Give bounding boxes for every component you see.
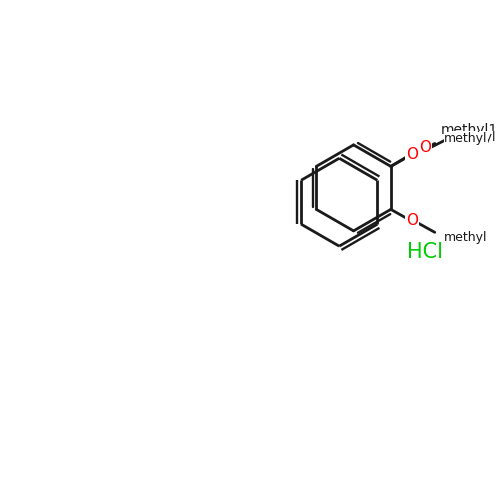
Text: methyl1: methyl1 — [440, 123, 498, 137]
Text: O: O — [406, 148, 418, 162]
Text: O: O — [419, 140, 431, 155]
Text: HCl: HCl — [407, 242, 443, 262]
Text: methyl: methyl — [453, 131, 496, 144]
Text: methyl: methyl — [444, 230, 488, 243]
Text: O: O — [406, 214, 418, 228]
Text: methyl: methyl — [444, 132, 488, 145]
